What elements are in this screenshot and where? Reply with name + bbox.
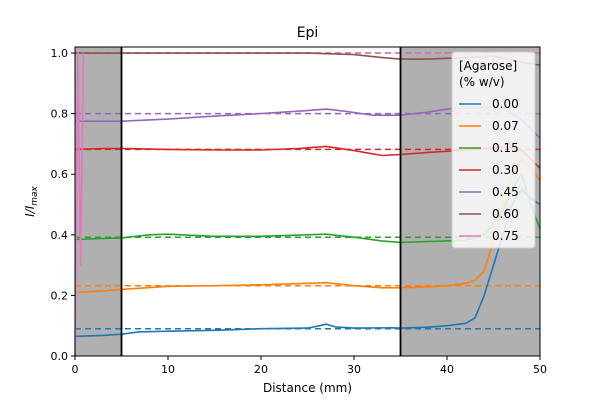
legend-label-6: 0.75 <box>492 229 519 243</box>
y-tick-label-3: 0.6 <box>51 168 69 181</box>
legend-label-0: 0.00 <box>492 97 519 111</box>
x-tick-label-1: 10 <box>161 363 175 376</box>
y-tick-label-0: 0.0 <box>51 350 69 363</box>
y-tick-label-5: 1.0 <box>51 47 69 60</box>
y-axis-label-sub: max <box>30 185 40 205</box>
chart-title: Epi <box>297 25 319 41</box>
legend-label-2: 0.15 <box>492 141 519 155</box>
legend-label-5: 0.60 <box>492 207 519 221</box>
plot-frame <box>74 46 541 357</box>
legend-label-4: 0.45 <box>492 185 519 199</box>
legend-title-line1: [Agarose] <box>459 59 517 73</box>
y-tick-label-2: 0.4 <box>51 229 69 242</box>
y-tick-label-1: 0.2 <box>51 289 69 302</box>
y-tick-label-4: 0.8 <box>51 108 69 121</box>
series-line-6 <box>74 52 85 357</box>
legend-title-line2: (% w/v) <box>459 75 505 89</box>
y-axis-label: I/Imax <box>23 185 40 216</box>
x-tick-label-3: 30 <box>347 363 361 376</box>
x-tick-label-5: 50 <box>533 363 547 376</box>
legend-box <box>451 51 536 249</box>
y-axis-label-main: I/I <box>23 205 37 217</box>
x-tick-label-4: 40 <box>440 363 454 376</box>
x-tick-label-2: 20 <box>254 363 268 376</box>
legend-label-3: 0.30 <box>492 163 519 177</box>
x-axis-label: Distance (mm) <box>263 381 352 395</box>
legend: [Agarose] (% w/v) 0.00 0.07 0.15 0.30 0.45 0.… <box>451 51 536 249</box>
legend-label-1: 0.07 <box>492 119 519 133</box>
x-tick-label-0: 0 <box>72 363 79 376</box>
